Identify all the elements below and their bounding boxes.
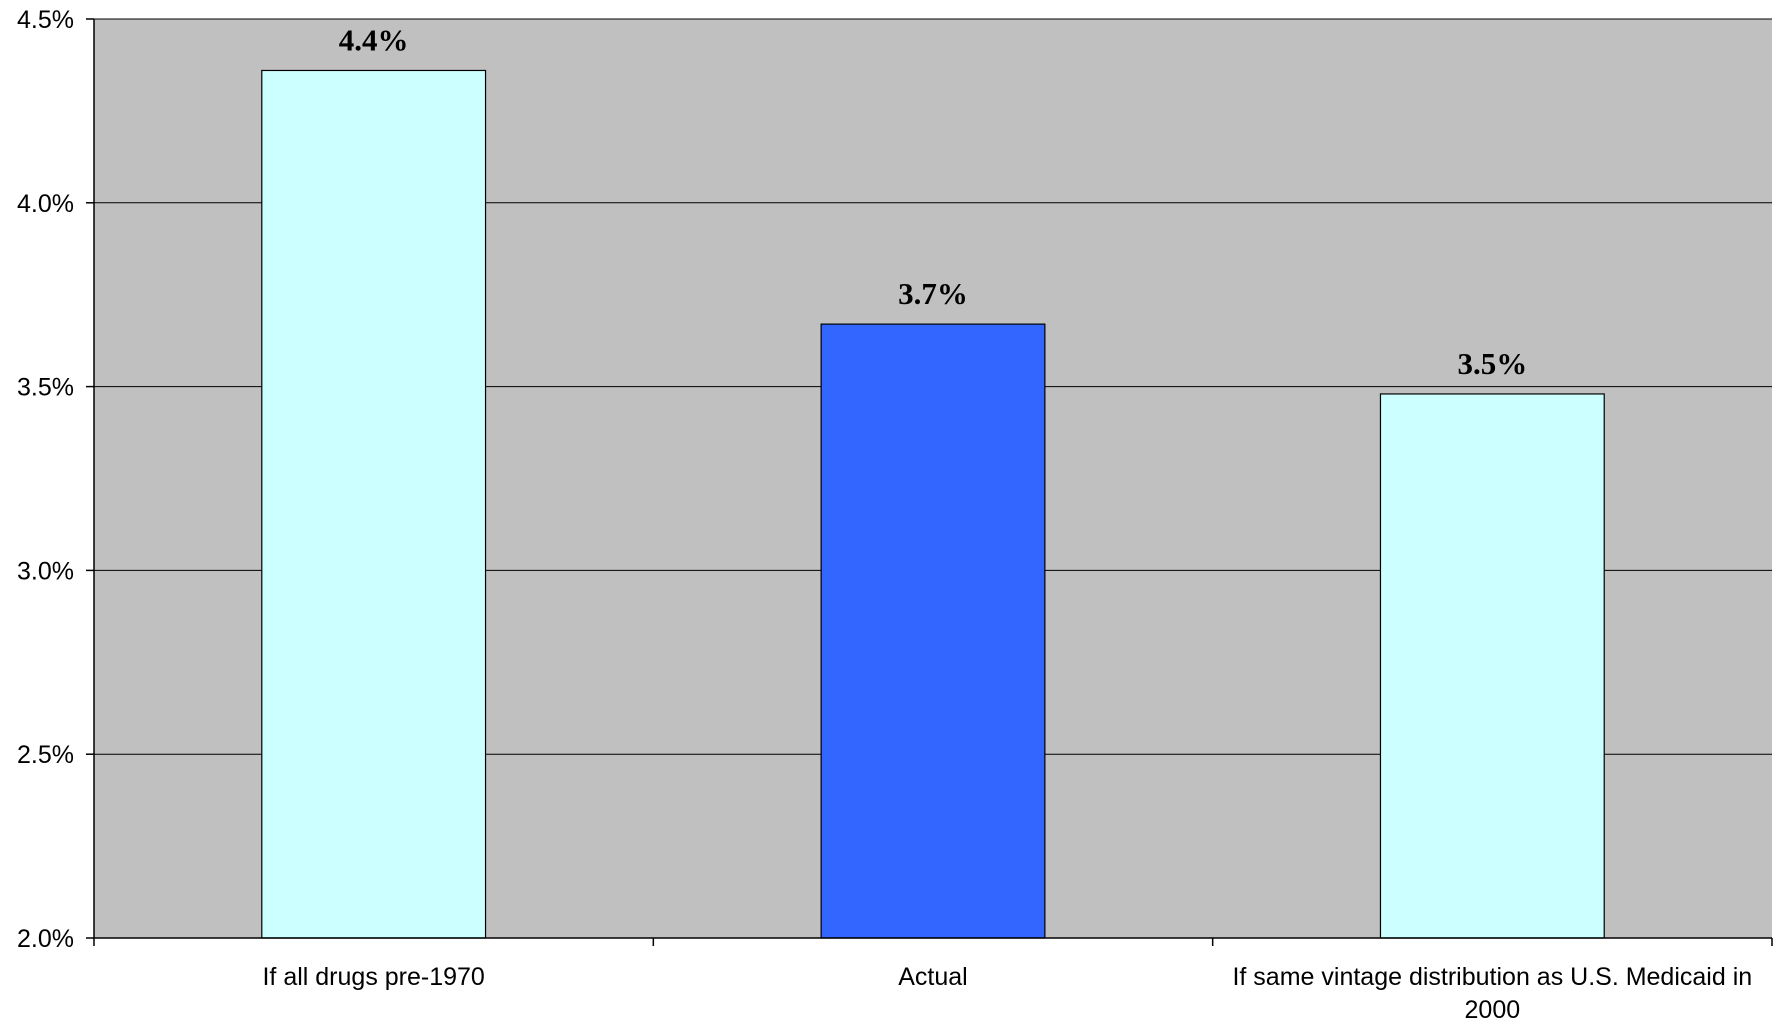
x-category-label: Actual	[898, 963, 967, 991]
bar	[1379, 393, 1605, 939]
data-label: 3.5%	[1457, 346, 1527, 381]
axes	[86, 18, 1773, 946]
y-tick-label: 2.5%	[17, 741, 74, 769]
labels: 2.0% 2.5% 3.0% 3.5% 4.0% 4.5% 4.4% If all drugs…	[17, 6, 1752, 1024]
data-label: 4.4%	[339, 22, 409, 57]
y-tick-label: 3.0%	[17, 557, 74, 585]
x-category-label: If same vintage distribution as U.S. Med…	[1232, 963, 1752, 1024]
x-category-label-line: If same vintage distribution as U.S. Med…	[1232, 963, 1752, 991]
x-category-label-line: Actual	[898, 963, 967, 991]
y-tick-label: 4.5%	[17, 6, 74, 34]
x-category-label-line: If all drugs pre-1970	[262, 963, 484, 991]
x-category-label: If all drugs pre-1970	[262, 963, 484, 991]
x-category-label-line: 2000	[1465, 996, 1521, 1024]
data-label: 3.7%	[898, 276, 968, 311]
y-tick-label: 4.0%	[17, 190, 74, 218]
y-tick-label: 2.0%	[17, 925, 74, 953]
bar	[820, 323, 1046, 939]
y-tick-label: 3.5%	[17, 374, 74, 402]
bars	[261, 69, 1605, 939]
bar	[261, 69, 487, 939]
